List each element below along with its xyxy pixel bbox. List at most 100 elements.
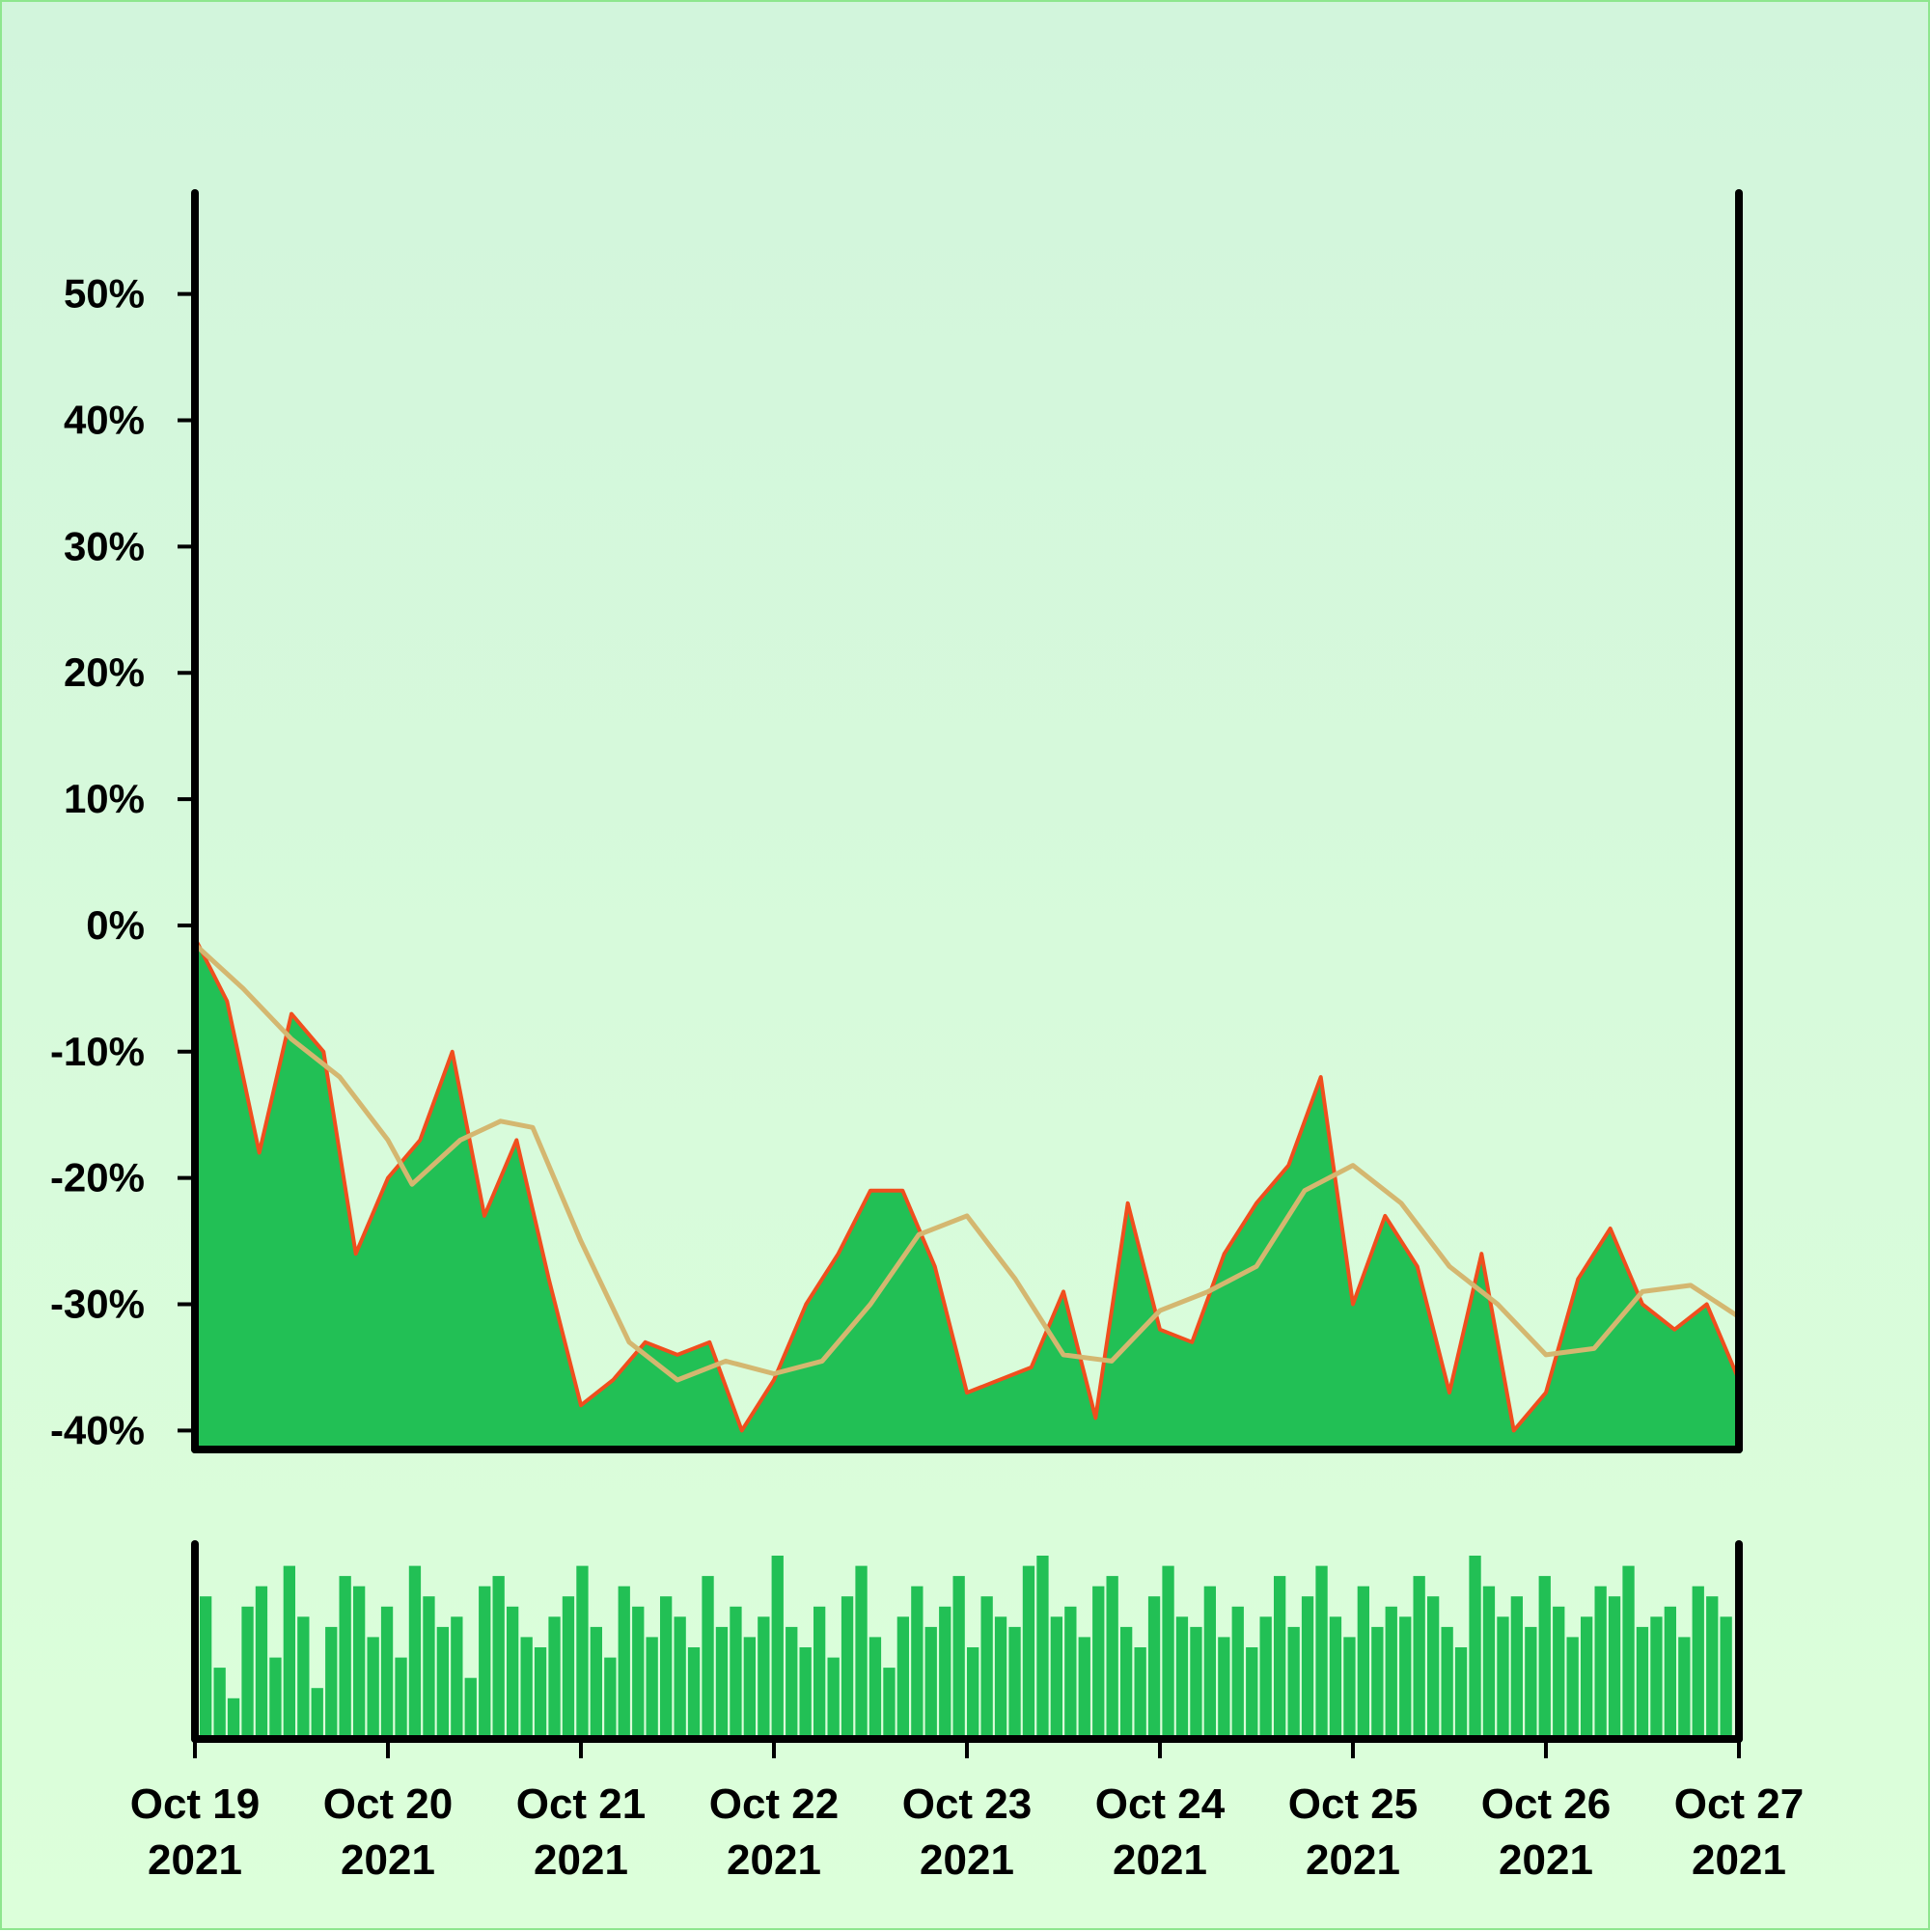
volume-bar <box>464 1677 477 1739</box>
volume-bar <box>380 1606 394 1739</box>
main-plot <box>191 189 1743 1453</box>
volume-bar <box>576 1565 589 1739</box>
volume-bar <box>743 1637 756 1739</box>
volume-bar <box>786 1626 798 1739</box>
x-tick-label-year: 2021 <box>1113 1836 1207 1884</box>
volume-bar <box>408 1565 422 1739</box>
x-tick-label-date: Oct 22 <box>709 1780 840 1828</box>
volume-bar <box>1287 1626 1300 1739</box>
volume-bar <box>980 1596 993 1739</box>
volume-bar <box>269 1657 282 1739</box>
x-tick-label: Oct 20 2021 <box>323 1780 454 1884</box>
volume-bar <box>1622 1565 1635 1739</box>
volume-bar <box>395 1657 407 1739</box>
x-tick-label-date: Oct 23 <box>902 1780 1033 1828</box>
volume-bar <box>1413 1576 1425 1739</box>
volume-bar <box>855 1565 868 1739</box>
volume-bar <box>1636 1626 1649 1739</box>
volume-bar <box>1162 1565 1174 1739</box>
volume-bar <box>548 1616 561 1739</box>
volume-bar <box>367 1637 379 1739</box>
volume-bar <box>227 1697 240 1739</box>
volume-bar <box>813 1606 826 1739</box>
volume-bar <box>1274 1576 1286 1739</box>
price-area <box>195 938 1739 1449</box>
x-tick-label-date: Oct 25 <box>1288 1780 1419 1828</box>
volume-bar <box>255 1586 268 1739</box>
volume-bar <box>896 1616 909 1739</box>
x-tick-label-date: Oct 24 <box>1095 1780 1226 1828</box>
volume-bar <box>213 1668 226 1739</box>
x-axis: Oct 19 2021 Oct 20 2021 Oct 21 2021 Oct 22 2021… <box>130 1739 1805 1884</box>
volume-bar <box>451 1616 463 1739</box>
volume-bar <box>241 1606 254 1739</box>
y-tick-label: 40% <box>64 398 145 443</box>
volume-bar <box>492 1576 505 1739</box>
x-tick-label: Oct 21 2021 <box>516 1780 647 1884</box>
volume-bar <box>604 1657 617 1739</box>
volume-bar <box>200 1596 212 1739</box>
volume-bar <box>311 1688 323 1739</box>
volume-bar <box>590 1626 602 1739</box>
volume-bar <box>967 1647 979 1739</box>
y-tick-label: 30% <box>64 523 145 568</box>
volume-bar <box>1469 1556 1481 1739</box>
volume-bar <box>646 1637 658 1739</box>
y-tick-label: -20% <box>50 1155 145 1201</box>
volume-bar <box>436 1626 449 1739</box>
volume-bar <box>283 1565 295 1739</box>
volume-bar <box>1218 1637 1230 1739</box>
volume-bar <box>1301 1596 1314 1739</box>
y-tick-label: 50% <box>64 271 145 317</box>
volume-bar <box>1510 1596 1523 1739</box>
volume-bar <box>353 1586 366 1739</box>
volume-bar <box>730 1606 742 1739</box>
x-tick-label-date: Oct 27 <box>1674 1780 1805 1828</box>
volume-bar <box>1120 1626 1133 1739</box>
x-tick-label-year: 2021 <box>727 1836 821 1884</box>
volume-bar <box>1036 1556 1049 1739</box>
volume-bar <box>827 1657 840 1739</box>
volume-bar <box>297 1616 310 1739</box>
volume-bar <box>702 1576 714 1739</box>
volume-bar <box>339 1576 351 1739</box>
x-tick-label-year: 2021 <box>920 1836 1014 1884</box>
volume-bar <box>1566 1637 1579 1739</box>
y-tick-label: -10% <box>50 1029 145 1074</box>
volume-bar <box>1078 1637 1090 1739</box>
volume-bar <box>799 1647 812 1739</box>
x-tick-label: Oct 26 2021 <box>1481 1780 1612 1884</box>
x-tick-label: Oct 25 2021 <box>1288 1780 1419 1884</box>
volume-bar <box>1329 1616 1342 1739</box>
x-tick-label-year: 2021 <box>534 1836 628 1884</box>
volume-bar <box>1678 1637 1691 1739</box>
volume-bar <box>841 1596 854 1739</box>
volume-bar <box>771 1556 784 1739</box>
volume-bar <box>1008 1626 1021 1739</box>
x-tick-label: Oct 23 2021 <box>902 1780 1033 1884</box>
volume-bar <box>423 1596 435 1739</box>
y-tick-label: 10% <box>64 776 145 821</box>
volume-bar <box>911 1586 924 1739</box>
moving-average-line <box>192 942 1742 1383</box>
volume-bar <box>1706 1596 1719 1739</box>
x-tick-label-year: 2021 <box>341 1836 435 1884</box>
x-tick-label-year: 2021 <box>1692 1836 1786 1884</box>
volume-bar <box>758 1616 770 1739</box>
x-tick-label: Oct 27 2021 <box>1674 1780 1805 1884</box>
volume-bar <box>534 1647 547 1739</box>
volume-bar <box>1581 1616 1593 1739</box>
volume-bar <box>939 1606 951 1739</box>
volume-bar <box>507 1606 519 1739</box>
volume-bar <box>883 1668 896 1739</box>
volume-bar <box>1315 1565 1328 1739</box>
volume-bar <box>1343 1637 1356 1739</box>
volume-bar <box>1385 1606 1397 1739</box>
volume-bar <box>1553 1606 1565 1739</box>
y-tick-label: 0% <box>86 902 145 948</box>
x-tick-label: Oct 24 2021 <box>1095 1780 1226 1884</box>
x-tick-label-date: Oct 21 <box>516 1780 647 1828</box>
volume-bar <box>562 1596 575 1739</box>
